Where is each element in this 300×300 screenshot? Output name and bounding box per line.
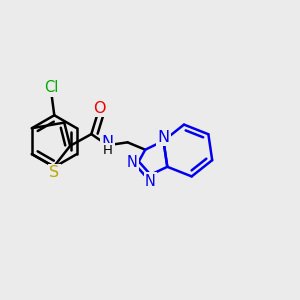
Text: N: N [158,130,170,145]
Text: N: N [145,174,156,189]
Text: S: S [50,166,60,181]
Text: N: N [127,155,138,170]
Text: Cl: Cl [44,80,58,95]
Text: O: O [93,101,106,116]
Text: H: H [103,144,113,157]
Text: N: N [102,135,114,150]
